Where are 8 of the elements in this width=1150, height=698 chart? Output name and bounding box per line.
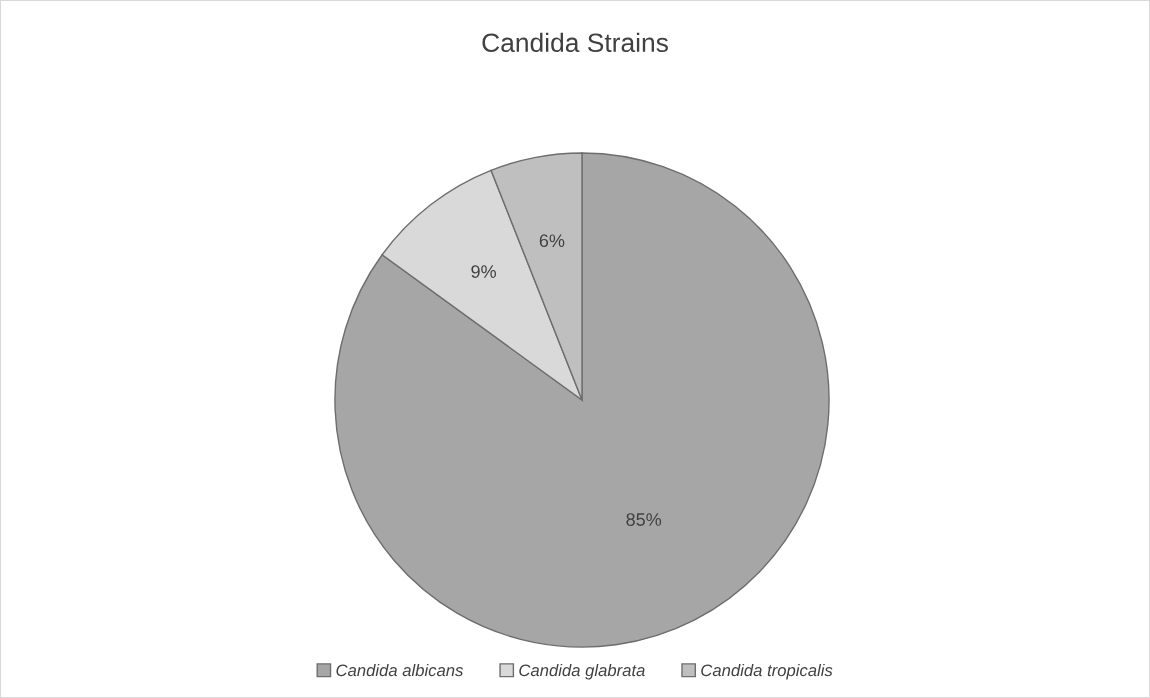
data-label: 85% <box>626 513 662 526</box>
data-label: 6% <box>539 234 565 248</box>
pie-slice <box>334 152 830 648</box>
data-label: 9% <box>471 265 496 278</box>
chart-title: Candida Strains <box>482 32 668 53</box>
legend-label: Candida albicans <box>336 663 464 677</box>
legend-label: Candida tropicalis <box>701 663 833 680</box>
legend-label: Candida glabrata <box>519 663 645 680</box>
